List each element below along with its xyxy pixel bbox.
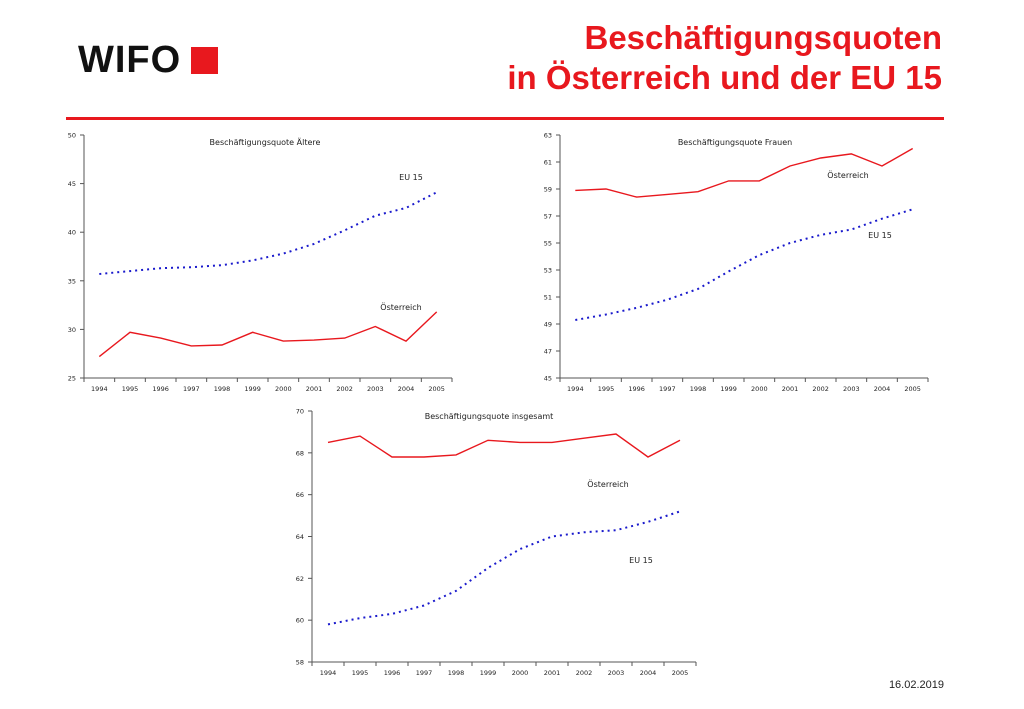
x-tick-label: 2001 — [306, 385, 323, 393]
page-title: Beschäftigungsquoten in Österreich und d… — [507, 18, 942, 98]
series-line-oesterreich — [575, 147, 914, 198]
y-tick-label: 47 — [544, 348, 552, 356]
x-tick-label: 2004 — [874, 385, 891, 393]
x-tick-label: 2000 — [751, 385, 768, 393]
x-tick-label: 1994 — [320, 669, 337, 677]
x-tick-label: 2001 — [782, 385, 799, 393]
x-tick-label: 1999 — [480, 669, 497, 677]
x-tick-label: 1996 — [384, 669, 401, 677]
y-tick-label: 57 — [544, 213, 552, 221]
logo-text: WIFO — [78, 39, 182, 81]
x-tick-label: 1997 — [659, 385, 676, 393]
x-tick-label: 2003 — [608, 669, 625, 677]
x-tick-label: 2000 — [512, 669, 529, 677]
x-tick-label: 2001 — [544, 669, 561, 677]
chart-title: Beschäftigungsquote Ältere — [210, 137, 321, 147]
x-tick-label: 1995 — [598, 385, 615, 393]
wifo-logo: WIFO — [78, 39, 219, 81]
x-tick-label: 1994 — [91, 385, 108, 393]
series-label: EU 15 — [868, 231, 892, 240]
x-tick-label: 1994 — [567, 385, 584, 393]
x-tick-label: 1996 — [152, 385, 169, 393]
y-tick-label: 70 — [296, 408, 304, 416]
x-tick-label: 2000 — [275, 385, 292, 393]
series-line-oesterreich — [98, 311, 438, 358]
x-tick-label: 1999 — [244, 385, 261, 393]
y-tick-label: 35 — [68, 277, 76, 285]
series-label: Österreich — [380, 302, 421, 312]
y-tick-label: 68 — [296, 449, 304, 457]
header-divider — [66, 117, 944, 120]
series-line-eu15 — [99, 191, 438, 275]
y-tick-label: 50 — [68, 132, 76, 140]
x-tick-label: 2005 — [672, 669, 689, 677]
x-tick-label: 1997 — [183, 385, 200, 393]
y-tick-label: 40 — [68, 229, 76, 237]
y-tick-label: 66 — [296, 491, 304, 499]
y-tick-label: 60 — [296, 617, 304, 625]
y-tick-label: 62 — [296, 575, 304, 583]
series-label: EU 15 — [629, 556, 653, 565]
y-tick-label: 30 — [68, 326, 76, 334]
x-tick-label: 2005 — [428, 385, 445, 393]
title-line-2: in Österreich und der EU 15 — [507, 59, 942, 96]
y-tick-label: 61 — [544, 159, 552, 167]
x-tick-label: 1998 — [448, 669, 465, 677]
x-tick-label: 1998 — [214, 385, 231, 393]
y-tick-label: 64 — [296, 533, 304, 541]
x-tick-label: 1995 — [352, 669, 369, 677]
footer-date: 16.02.2019 — [888, 679, 944, 691]
x-tick-label: 2004 — [640, 669, 657, 677]
x-tick-label: 2002 — [576, 669, 593, 677]
y-tick-label: 58 — [296, 659, 304, 667]
series-line-eu15 — [327, 510, 681, 626]
series-label: Österreich — [587, 479, 628, 489]
x-tick-label: 1996 — [628, 385, 645, 393]
x-tick-label: 1999 — [720, 385, 737, 393]
chart-title: Beschäftigungsquote Frauen — [678, 138, 792, 147]
chart-title: Beschäftigungsquote insgesamt — [425, 412, 554, 421]
x-tick-label: 1998 — [690, 385, 707, 393]
y-tick-label: 45 — [68, 180, 76, 188]
x-tick-label: 2002 — [812, 385, 829, 393]
y-tick-label: 51 — [544, 294, 552, 302]
x-tick-label: 2002 — [336, 385, 353, 393]
x-tick-label: 2003 — [843, 385, 860, 393]
x-tick-label: 2003 — [367, 385, 384, 393]
series-line-oesterreich — [327, 433, 681, 458]
y-tick-label: 59 — [544, 186, 552, 194]
y-tick-label: 45 — [544, 375, 552, 383]
series-label: EU 15 — [399, 173, 423, 182]
y-tick-label: 53 — [544, 267, 552, 275]
x-tick-label: 1997 — [416, 669, 433, 677]
x-tick-label: 2004 — [398, 385, 415, 393]
title-line-1: Beschäftigungsquoten — [584, 19, 942, 56]
series-label: Österreich — [827, 170, 868, 180]
y-tick-label: 25 — [68, 375, 76, 383]
y-tick-label: 63 — [544, 132, 552, 140]
logo-red-square — [191, 46, 219, 74]
y-tick-label: 49 — [544, 321, 552, 329]
x-tick-label: 2005 — [904, 385, 921, 393]
x-tick-label: 1995 — [122, 385, 139, 393]
y-tick-label: 55 — [544, 240, 552, 248]
